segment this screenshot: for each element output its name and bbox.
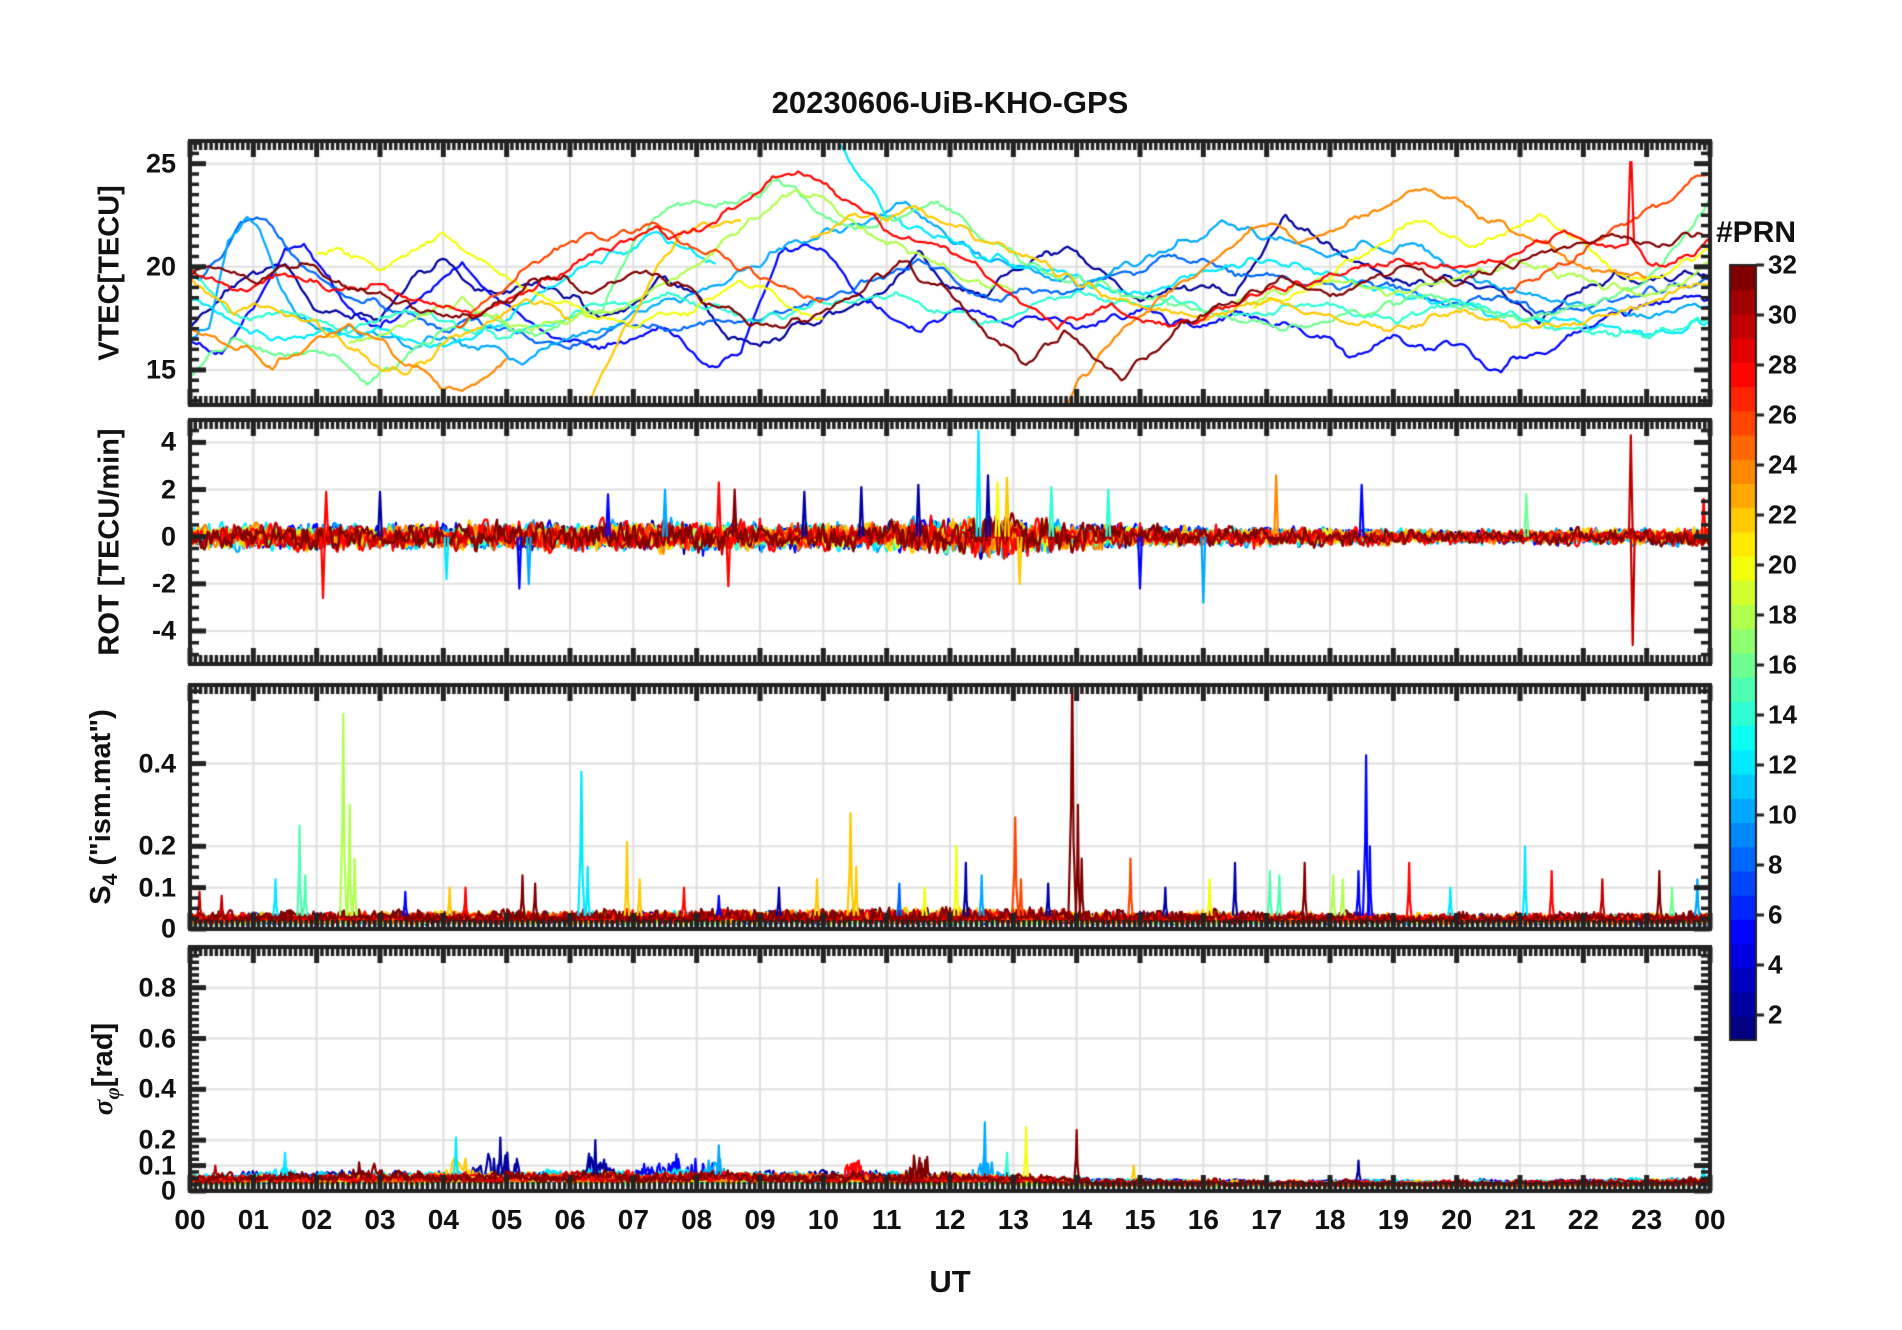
y-tick-label-sigma-phi: 0	[160, 1175, 176, 1206]
colorbar-tick-label: 16	[1768, 649, 1797, 680]
y-tick-label-sigma-phi: 0.4	[138, 1073, 176, 1104]
y-tick-label-rot: -4	[151, 615, 176, 646]
colorbar-tick-label: 22	[1768, 499, 1797, 530]
y-tick-label-s4: 0.4	[138, 748, 176, 779]
y-tick-label-vtec: 20	[145, 251, 176, 282]
colorbar-tick-label: 12	[1768, 749, 1797, 780]
x-tick-label: 03	[364, 1204, 396, 1235]
x-tick-label: 23	[1631, 1204, 1663, 1235]
x-tick-label: 07	[617, 1204, 649, 1235]
colorbar-tick-label: 4	[1768, 949, 1783, 980]
x-tick-label: 22	[1567, 1204, 1599, 1235]
x-tick-label: 16	[1187, 1204, 1219, 1235]
y-tick-label-s4: 0.2	[138, 830, 176, 861]
colorbar-tick-label: 2	[1768, 999, 1783, 1030]
y-tick-label-sigma-phi: 0.2	[138, 1124, 176, 1155]
colorbar-tick-label: 24	[1768, 449, 1797, 480]
x-tick-label: 18	[1314, 1204, 1346, 1235]
y-tick-label-sigma-phi: 0.6	[138, 1023, 176, 1053]
x-tick-label: 10	[807, 1204, 839, 1235]
y-tick-label-vtec: 15	[145, 354, 176, 385]
x-tick-label: 17	[1251, 1204, 1283, 1235]
y-tick-label-rot: -2	[151, 568, 176, 599]
x-tick-label: 02	[301, 1204, 333, 1235]
x-tick-label: 08	[681, 1204, 713, 1235]
colorbar-tick-label: 8	[1768, 849, 1783, 880]
y-tick-label-sigma-phi: 0.8	[138, 972, 176, 1003]
x-tick-label: 00	[174, 1204, 206, 1235]
y-tick-label-s4: 0	[160, 913, 176, 944]
x-axis-label: UT	[929, 1264, 971, 1299]
colorbar-tick-label: 26	[1768, 399, 1797, 430]
y-tick-label-rot: 0	[160, 521, 176, 552]
x-tick-label: 13	[997, 1204, 1029, 1235]
colorbar-tick-label: 28	[1768, 349, 1797, 380]
x-tick-label: 21	[1504, 1204, 1536, 1235]
y-tick-label-rot: 4	[160, 426, 176, 457]
y-tick-label-sigma-phi: 0.1	[138, 1150, 176, 1181]
y-tick-label-s4: 0.1	[138, 872, 176, 903]
x-tick-label: 06	[554, 1204, 586, 1235]
x-tick-label: 20	[1441, 1204, 1473, 1235]
x-tick-label: 19	[1377, 1204, 1409, 1235]
x-tick-label: 12	[934, 1204, 966, 1235]
x-tick-label: 14	[1061, 1204, 1093, 1235]
x-tick-label: 11	[871, 1204, 902, 1235]
colorbar-tick-label: 30	[1768, 299, 1797, 330]
colorbar-tick-label: 10	[1768, 799, 1797, 830]
x-tick-label: 04	[427, 1204, 459, 1235]
x-tick-label: 00	[1694, 1204, 1726, 1235]
colorbar-tick-label: 14	[1768, 699, 1797, 730]
chart-title: 20230606-UiB-KHO-GPS	[771, 85, 1129, 120]
colorbar-tick-label: 18	[1768, 599, 1797, 630]
x-tick-label: 09	[744, 1204, 776, 1235]
y-tick-label-vtec: 25	[145, 148, 176, 179]
colorbar-title: #PRN	[1716, 216, 1797, 249]
x-tick-label: 05	[491, 1204, 523, 1235]
x-tick-label: 01	[237, 1204, 269, 1235]
colorbar-tick-label: 6	[1768, 899, 1783, 930]
colorbar-tick-label: 20	[1768, 549, 1797, 580]
colorbar-tick-label: 32	[1768, 249, 1797, 280]
x-tick-label: 15	[1124, 1204, 1156, 1235]
y-tick-label-rot: 2	[160, 474, 176, 505]
